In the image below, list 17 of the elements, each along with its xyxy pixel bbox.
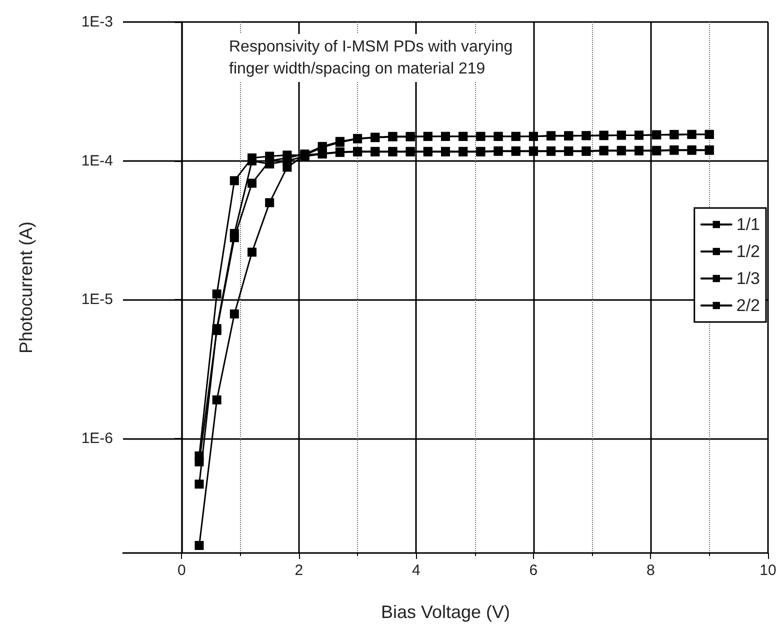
x-axis-title: Bias Voltage (V) (380, 602, 510, 622)
x-tick-label: 2 (294, 562, 304, 579)
y-tick-label: 1E-6 (81, 430, 113, 448)
legend-label: 1/3 (736, 269, 760, 288)
y-tick-label: 1E-3 (81, 14, 113, 30)
y-tick-label: 1E-5 (81, 291, 113, 308)
legend-label: 2/2 (736, 296, 760, 315)
x-tick-label: 10 (760, 562, 776, 579)
x-tick-label: 0 (177, 562, 186, 579)
y-axis-title: Photocurrent (A) (16, 221, 36, 354)
text: Responsivity of I-MSM PDs with varying finger width/spacing on material 219 (229, 38, 518, 78)
x-tick-label: 8 (646, 562, 655, 579)
y-tick-label: 1E-4 (81, 152, 113, 170)
legend-label: 1/2 (736, 242, 760, 261)
legend-label: 1/1 (736, 215, 760, 234)
x-tick-label: 6 (529, 562, 538, 579)
x-tick-label: 4 (412, 562, 420, 579)
